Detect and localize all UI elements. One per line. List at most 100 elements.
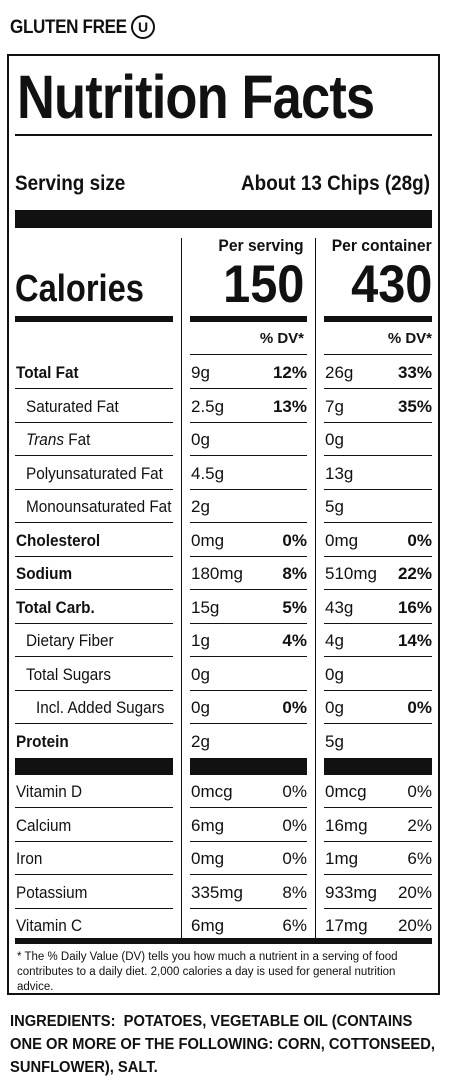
row-divider (190, 388, 307, 389)
container-amount: 0mg (325, 530, 359, 550)
serving-dv: 4% (282, 631, 307, 650)
container-dv: 6% (407, 849, 432, 868)
container-amount: 5g (325, 497, 344, 516)
panel-title: Nutrition Facts (17, 63, 375, 131)
row-divider (324, 455, 432, 456)
row-divider (15, 622, 173, 624)
serving-amount: 6mg (191, 815, 225, 835)
column-divider-1 (181, 238, 182, 940)
container-dv: 0% (407, 782, 432, 801)
serving-amount: 6mg (191, 916, 225, 935)
nutrient-row: Incl. Added Sugars 0g 0% 0g 0% (9, 691, 438, 724)
nutrient-name: Trans Fat (26, 423, 90, 456)
nutrient-name: Vitamin D (16, 782, 83, 801)
row-divider (324, 689, 432, 691)
calories-bar-1 (15, 316, 173, 322)
serving-dv: 8% (282, 564, 307, 583)
row-divider (324, 907, 432, 909)
nutrient-row: Saturated Fat 2.5g 13% 7g 35% (9, 390, 438, 423)
container-dv: 0% (407, 698, 432, 717)
protein-bar-2 (190, 758, 307, 775)
row-divider (15, 421, 173, 423)
row-divider (324, 555, 432, 557)
row-divider (324, 807, 432, 808)
container-amount: 0g (325, 430, 344, 449)
row-divider (324, 840, 432, 842)
row-divider (324, 723, 432, 724)
trans-rest: Fat (63, 430, 91, 449)
row-divider (15, 488, 173, 490)
nutrient-name: Calcium (16, 815, 72, 835)
nutrient-name: Sodium (16, 564, 73, 583)
serving-dv: 8% (282, 882, 307, 902)
per-serving-header: Per serving (218, 236, 304, 255)
row-divider (190, 874, 307, 875)
nutrient-row: Polyunsaturated Fat 4.5g 13g (9, 457, 438, 490)
row-divider (190, 689, 307, 691)
row-divider (190, 421, 307, 423)
container-amount: 13g (325, 463, 354, 483)
container-dv: 14% (397, 631, 432, 650)
serving-amount: 2g (191, 497, 210, 516)
serving-dv (259, 457, 307, 490)
kosher-symbol-icon: U (131, 15, 155, 39)
nutrient-row: Total Fat 9g 12% 26g 33% (9, 356, 438, 389)
row-divider (15, 555, 173, 557)
ingredients-label: INGREDIENTS: (10, 1013, 116, 1030)
container-dv: 22% (397, 564, 432, 583)
nutrient-name: Iron (16, 849, 43, 868)
row-divider (190, 455, 307, 456)
nutrient-name: Incl. Added Sugars (36, 698, 165, 717)
protein-bar-1 (15, 758, 173, 775)
nutrient-name: Total Carb. (16, 597, 95, 617)
serving-amount: 2g (191, 731, 210, 751)
container-dv: 20% (397, 916, 432, 935)
nutrient-row: Total Sugars 0g 0g (9, 658, 438, 691)
footnote: * The % Daily Value (DV) tells you how m… (17, 951, 398, 993)
container-dv (379, 725, 432, 758)
serving-amount: 15g (191, 597, 220, 617)
row-divider (15, 656, 173, 657)
nutrient-name: Total Fat (16, 363, 79, 382)
serving-dv: 0% (282, 698, 307, 717)
row-divider (15, 388, 173, 389)
serving-amount: 4.5g (191, 463, 225, 483)
nutrient-row: Monounsaturated Fat 2g 5g (9, 490, 438, 523)
serving-amount: 1g (191, 631, 210, 650)
nutrition-facts-panel: Nutrition Facts Serving size About 13 Ch… (7, 54, 440, 995)
row-divider (324, 388, 432, 389)
container-dv: 20% (397, 882, 432, 902)
serving-dv (259, 725, 307, 758)
row-divider (15, 522, 173, 523)
container-amount: 26g (325, 363, 354, 382)
row-divider (15, 907, 173, 909)
nutrient-name: Potassium (16, 882, 88, 902)
per-container-header: Per container (332, 236, 432, 255)
row-divider (190, 622, 307, 624)
serving-dv: 12% (272, 363, 307, 382)
row-divider (15, 589, 173, 590)
top-badges: GLUTEN FREE (10, 14, 140, 42)
container-amount: 7g (325, 396, 344, 416)
container-amount: 0g (325, 664, 344, 684)
calories-bar-3 (324, 316, 432, 322)
serving-amount: 0g (191, 664, 210, 684)
nutrient-row: Sodium 180mg 8% 510mg 22% (9, 557, 438, 590)
gluten-free-label: GLUTEN FREE (10, 17, 127, 38)
row-divider (324, 656, 432, 657)
serving-dv (259, 423, 307, 456)
row-divider (190, 840, 307, 842)
row-divider (15, 723, 173, 724)
row-divider (190, 488, 307, 490)
dv-divider-2 (324, 354, 432, 355)
nutrient-row: Total Carb. 15g 5% 43g 16% (9, 591, 438, 624)
serving-dv (259, 490, 307, 523)
serving-dv: 0% (282, 815, 307, 835)
row-divider (190, 807, 307, 808)
nutrient-row: Cholesterol 0mg 0% 0mg 0% (9, 524, 438, 557)
container-amount: 16mg (325, 815, 368, 835)
serving-dv: 0% (282, 782, 307, 801)
calories-label: Calories (15, 268, 144, 310)
dv-header-container: % DV* (387, 330, 432, 347)
container-dv: 35% (397, 396, 432, 416)
